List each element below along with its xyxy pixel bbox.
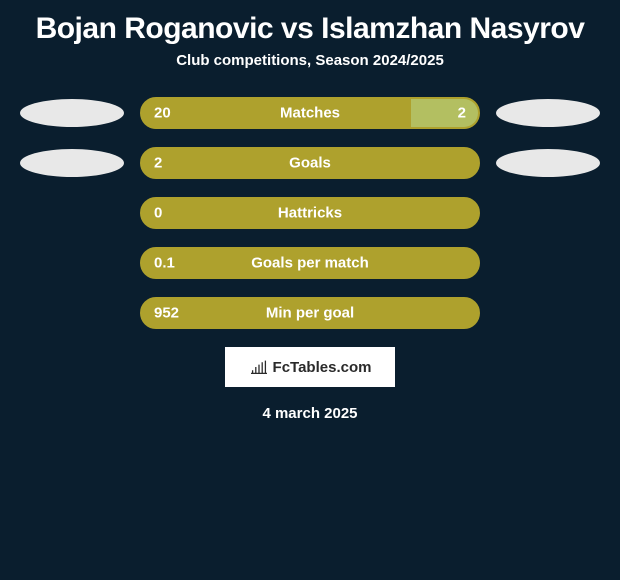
stat-row: 20 Matches 2	[0, 97, 620, 129]
stat-bar: 20 Matches 2	[140, 97, 480, 129]
stat-row: 952 Min per goal	[0, 297, 620, 329]
stat-row: 0 Hattricks	[0, 197, 620, 229]
stat-label: Goals	[289, 155, 331, 172]
player-photo-left	[20, 149, 124, 177]
stat-value-left: 2	[154, 155, 162, 172]
stat-label: Matches	[280, 105, 340, 122]
page-title: Bojan Roganovic vs Islamzhan Nasyrov	[0, 0, 620, 52]
avatar-placeholder	[496, 99, 600, 127]
date-label: 4 march 2025	[0, 405, 620, 422]
stat-value-left: 0	[154, 205, 162, 222]
player-photo-left	[20, 249, 124, 277]
stat-bar: 2 Goals	[140, 147, 480, 179]
logo-text: FcTables.com	[273, 359, 372, 376]
player-photo-left	[20, 299, 124, 327]
fctables-logo[interactable]: FcTables.com	[225, 347, 395, 387]
player-photo-right	[496, 199, 600, 227]
stat-bar: 0.1 Goals per match	[140, 247, 480, 279]
stat-row: 2 Goals	[0, 147, 620, 179]
player-photo-right	[496, 149, 600, 177]
stat-label: Hattricks	[278, 205, 342, 222]
avatar-placeholder	[20, 149, 124, 177]
stat-value-left: 952	[154, 305, 179, 322]
comparison-widget: Bojan Roganovic vs Islamzhan Nasyrov Clu…	[0, 0, 620, 422]
stat-row: 0.1 Goals per match	[0, 247, 620, 279]
stat-value-left: 20	[154, 105, 171, 122]
bar-chart-icon	[249, 359, 269, 375]
subtitle: Club competitions, Season 2024/2025	[0, 52, 620, 69]
stat-label: Min per goal	[266, 305, 354, 322]
avatar-placeholder	[496, 149, 600, 177]
player-photo-left	[20, 99, 124, 127]
player-photo-left	[20, 199, 124, 227]
stat-value-right: 2	[458, 105, 466, 122]
player-photo-right	[496, 99, 600, 127]
player-photo-right	[496, 249, 600, 277]
avatar-placeholder	[20, 99, 124, 127]
stat-bar: 952 Min per goal	[140, 297, 480, 329]
stats-list: 20 Matches 2 2 Goals 0 Hattricks 0.1 Goals per m…	[0, 97, 620, 329]
stat-value-left: 0.1	[154, 255, 175, 272]
player-photo-right	[496, 299, 600, 327]
bar-fill-left	[142, 99, 411, 127]
stat-bar: 0 Hattricks	[140, 197, 480, 229]
bar-fill-right	[411, 99, 478, 127]
stat-label: Goals per match	[251, 255, 369, 272]
